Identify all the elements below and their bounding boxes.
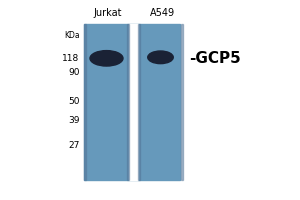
Text: -GCP5: -GCP5 [189, 51, 241, 66]
Bar [181, 24, 183, 180]
Ellipse shape [148, 51, 173, 64]
Bar [84, 24, 86, 180]
Text: KDa: KDa [64, 31, 80, 40]
Bar [138, 24, 140, 180]
Bar [129, 24, 138, 180]
Text: 27: 27 [68, 141, 80, 150]
Bar [84, 24, 180, 180]
Ellipse shape [90, 51, 123, 66]
Text: A549: A549 [149, 8, 175, 18]
Text: 39: 39 [68, 116, 80, 125]
Bar [127, 24, 129, 180]
Text: 90: 90 [68, 68, 80, 77]
Text: 50: 50 [68, 98, 80, 106]
Text: Jurkat: Jurkat [94, 8, 122, 18]
Text: 118: 118 [62, 54, 80, 63]
